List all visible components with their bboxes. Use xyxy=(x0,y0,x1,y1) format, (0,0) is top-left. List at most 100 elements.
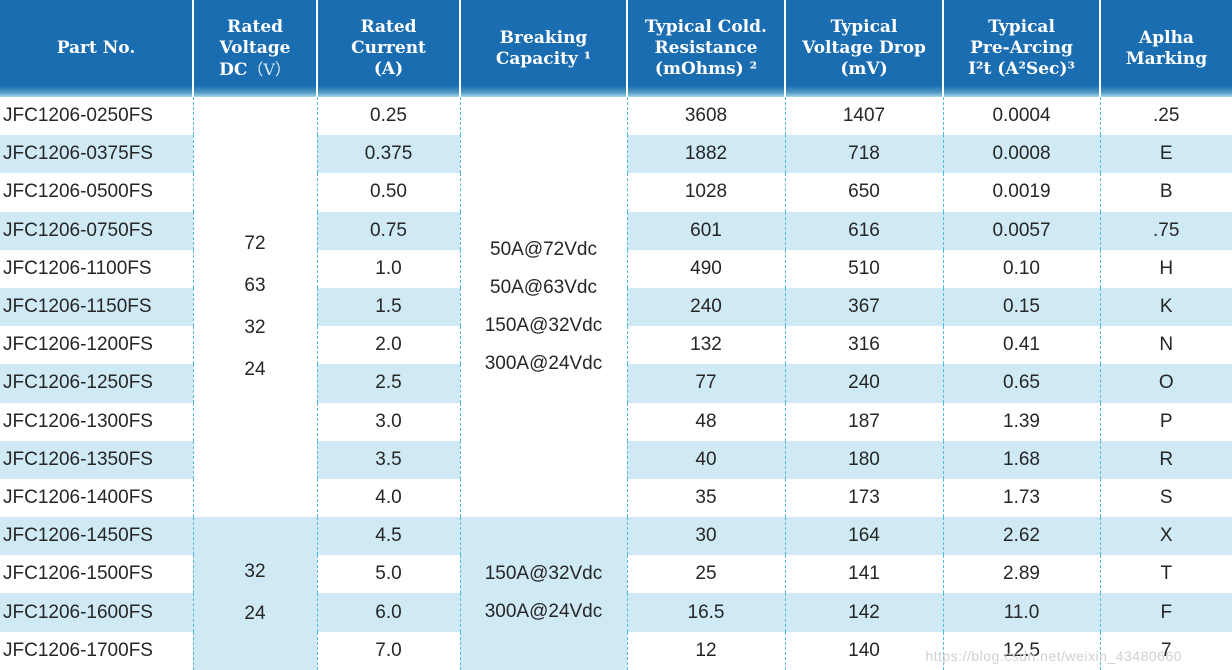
cell-voltage-drop: 240 xyxy=(784,364,943,403)
cell-pre-arcing-i2t: 2.62 xyxy=(942,517,1100,556)
cell-rated-current: 6.0 xyxy=(316,593,460,632)
header-row: Part No. Rated Voltage DC（V） Rated Current… xyxy=(0,0,1232,97)
cell-rated-current: 0.75 xyxy=(316,211,460,250)
cell-pre-arcing-i2t: 0.0008 xyxy=(942,135,1100,174)
cell-part-no: JFC1206-1100FS xyxy=(0,249,193,288)
volt-unit-label: （V） xyxy=(247,59,291,79)
cell-rated-current: 7.0 xyxy=(316,631,460,670)
cell-cold-resistance: 601 xyxy=(626,211,785,250)
cell-cold-resistance: 1028 xyxy=(626,173,785,212)
cell-part-no: JFC1206-0375FS xyxy=(0,135,193,174)
cell-cold-resistance: 12 xyxy=(626,631,785,670)
cell-pre-arcing-i2t: 0.0004 xyxy=(942,97,1100,136)
table-row: JFC1206-0250FS 72 63 32 24 0.25 50A@72Vdc 50A… xyxy=(0,97,1232,518)
cell-part-no: JFC1206-1350FS xyxy=(0,440,193,479)
table-body: JFC1206-0250FS 72 63 32 24 0.25 50A@72Vdc 50A… xyxy=(0,97,1232,670)
cell-pre-arcing-i2t: 2.89 xyxy=(942,555,1100,594)
cell-alpha-marking: T xyxy=(1099,555,1232,594)
col-header-voltage-drop-label: Typical Voltage Drop (mV) xyxy=(802,17,926,79)
col-header-rated-voltage-unit-line: DC（V） xyxy=(194,59,316,81)
cell-pre-arcing-i2t: 0.10 xyxy=(942,249,1100,288)
cell-part-no: JFC1206-1450FS xyxy=(0,517,193,556)
cell-voltage-drop: 510 xyxy=(784,249,943,288)
table-row: JFC1206-1500FS 5.0 25 141 2.89 T xyxy=(0,555,1232,594)
cell-part-no: JFC1206-0250FS xyxy=(0,97,193,136)
table-row: JFC1206-1100FS 1.0 490 510 0.10 H xyxy=(0,249,1232,288)
cell-pre-arcing-i2t: 1.68 xyxy=(942,440,1100,479)
cell-cold-resistance: 35 xyxy=(626,478,785,518)
dc-label: DC xyxy=(219,59,248,80)
cell-rated-current: 0.25 xyxy=(316,97,460,136)
cell-rated-current: 2.5 xyxy=(316,364,460,403)
cell-cold-resistance: 490 xyxy=(626,249,785,288)
table-row: JFC1206-1250FS 2.5 77 240 0.65 O xyxy=(0,364,1232,403)
cell-alpha-marking: O xyxy=(1099,364,1232,403)
cell-pre-arcing-i2t: 0.0019 xyxy=(942,173,1100,212)
cell-alpha-marking: N xyxy=(1099,326,1232,365)
cell-cold-resistance: 40 xyxy=(626,440,785,479)
cell-voltage-drop: 180 xyxy=(784,440,943,479)
cell-part-no: JFC1206-1600FS xyxy=(0,593,193,632)
cell-cold-resistance: 132 xyxy=(626,326,785,365)
col-header-pre-arcing: Typical Pre-Arcing I²t (A²Sec)³ xyxy=(942,0,1100,97)
col-header-breaking-capacity-label: Breaking Capacity ¹ xyxy=(495,27,592,69)
cell-rated-voltage-merged: 72 63 32 24 xyxy=(192,97,317,518)
cell-alpha-marking: F xyxy=(1099,593,1232,632)
col-header-cold-resistance-label: Typical Cold. Resistance (mOhms) ² xyxy=(645,17,767,79)
cell-voltage-drop: 142 xyxy=(784,593,943,632)
table-row: JFC1206-1150FS 1.5 240 367 0.15 K xyxy=(0,287,1232,327)
cell-alpha-marking: .25 xyxy=(1099,97,1232,136)
col-header-breaking-capacity: Breaking Capacity ¹ xyxy=(459,0,627,97)
cell-alpha-marking: S xyxy=(1099,478,1232,518)
cell-alpha-marking: B xyxy=(1099,173,1232,212)
cell-cold-resistance: 48 xyxy=(626,402,785,441)
cell-rated-current: 1.5 xyxy=(316,287,460,327)
cell-rated-current: 3.0 xyxy=(316,402,460,441)
cell-pre-arcing-i2t: 1.39 xyxy=(942,402,1100,441)
table-header: Part No. Rated Voltage DC（V） Rated Current… xyxy=(0,0,1232,97)
cell-voltage-drop: 1407 xyxy=(784,97,943,136)
table-row: JFC1206-1300FS 3.0 48 187 1.39 P xyxy=(0,402,1232,441)
cell-alpha-marking: K xyxy=(1099,287,1232,327)
table-row: JFC1206-0500FS 0.50 1028 650 0.0019 B xyxy=(0,173,1232,212)
col-header-alpha-marking: Aplha Marking xyxy=(1099,0,1232,97)
cell-cold-resistance: 77 xyxy=(626,364,785,403)
col-header-rated-current: Rated Current (A) xyxy=(316,0,460,97)
cell-cold-resistance: 3608 xyxy=(626,97,785,136)
cell-voltage-drop: 718 xyxy=(784,135,943,174)
cell-voltage-drop: 316 xyxy=(784,326,943,365)
table-row: JFC1206-1400FS 4.0 35 173 1.73 S xyxy=(0,478,1232,518)
cell-voltage-drop: 141 xyxy=(784,555,943,594)
cell-pre-arcing-i2t: 0.15 xyxy=(942,287,1100,327)
cell-voltage-drop: 164 xyxy=(784,517,943,556)
col-header-part-no-label: Part No. xyxy=(56,38,136,58)
cell-part-no: JFC1206-1500FS xyxy=(0,555,193,594)
col-header-rated-voltage-label: Rated Voltage xyxy=(219,16,291,58)
col-header-pre-arcing-label: Typical Pre-Arcing I²t (A²Sec)³ xyxy=(968,17,1075,79)
col-header-rated-voltage: Rated Voltage DC（V） xyxy=(192,0,317,97)
cell-alpha-marking: 7 xyxy=(1099,631,1232,670)
cell-part-no: JFC1206-1300FS xyxy=(0,402,193,441)
cell-rated-current: 3.5 xyxy=(316,440,460,479)
cell-voltage-drop: 187 xyxy=(784,402,943,441)
cell-cold-resistance: 30 xyxy=(626,517,785,556)
cell-alpha-marking: R xyxy=(1099,440,1232,479)
table-row: JFC1206-1200FS 2.0 132 316 0.41 N xyxy=(0,326,1232,365)
cell-rated-voltage-merged: 32 24 xyxy=(192,517,317,670)
cell-rated-current: 1.0 xyxy=(316,249,460,288)
cell-pre-arcing-i2t: 0.0057 xyxy=(942,211,1100,250)
cell-alpha-marking: E xyxy=(1099,135,1232,174)
col-header-cold-resistance: Typical Cold. Resistance (mOhms) ² xyxy=(626,0,785,97)
table-row: JFC1206-1350FS 3.5 40 180 1.68 R xyxy=(0,440,1232,479)
cell-part-no: JFC1206-0750FS xyxy=(0,211,193,250)
cell-part-no: JFC1206-1200FS xyxy=(0,326,193,365)
cell-breaking-capacity-merged: 50A@72Vdc 50A@63Vdc 150A@32Vdc 300A@24Vdc xyxy=(459,97,627,518)
col-header-rated-current-label: Rated Current (A) xyxy=(351,17,426,79)
table-row: JFC1206-0375FS 0.375 1882 718 0.0008 E xyxy=(0,135,1232,174)
cell-alpha-marking: X xyxy=(1099,517,1232,556)
table-row: JFC1206-0750FS 0.75 601 616 0.0057 .75 xyxy=(0,211,1232,250)
cell-cold-resistance: 1882 xyxy=(626,135,785,174)
cell-part-no: JFC1206-0500FS xyxy=(0,173,193,212)
table-row: JFC1206-1450FS 32 24 4.5 150A@32Vdc 300A@24… xyxy=(0,517,1232,670)
